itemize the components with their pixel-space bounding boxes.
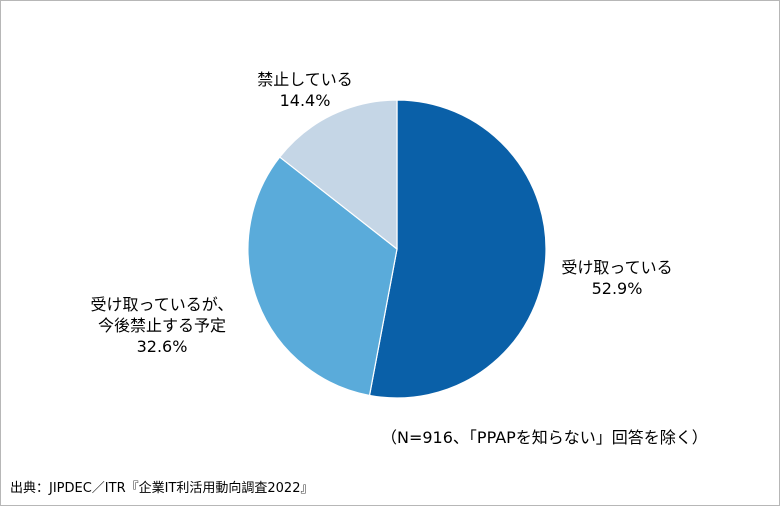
slice-label-plan-to-ban: 受け取っているが、 今後禁止する予定 32.6%: [52, 294, 272, 357]
pie-slice-plan-to-ban: [247, 156, 398, 397]
pie-slices: [247, 99, 547, 399]
slice-label-plan-to-ban-line1: 受け取っているが、: [90, 295, 234, 314]
slice-label-receiving-name: 受け取っている: [561, 258, 673, 277]
sample-note: （N=916、「PPAPを知らない」回答を除く）: [381, 428, 708, 447]
slice-label-banned-value: 14.4%: [279, 91, 331, 110]
slice-label-receiving-value: 52.9%: [591, 279, 643, 298]
pie-slice-receiving: [368, 99, 547, 399]
slice-label-banned-name: 禁止している: [257, 70, 353, 89]
pie-slice-banned: [278, 99, 398, 251]
slice-label-plan-to-ban-line2: 今後禁止する予定: [97, 316, 226, 335]
slice-label-plan-to-ban-value: 32.6%: [136, 337, 188, 356]
slice-label-banned: 禁止している 14.4%: [230, 69, 380, 111]
slice-label-receiving: 受け取っている 52.9%: [542, 257, 692, 299]
source-citation: 出典：JIPDEC／ITR『企業IT利活用動向調査2022』: [10, 481, 314, 496]
